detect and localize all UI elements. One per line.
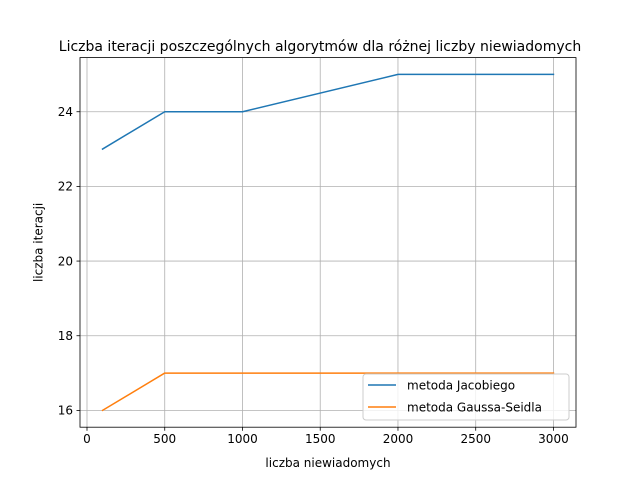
x-tick-label: 2000 xyxy=(383,432,414,446)
x-tick-label: 1500 xyxy=(305,432,336,446)
plot-area-frame xyxy=(79,57,577,428)
x-tick-label: 3000 xyxy=(538,432,569,446)
x-tick-label: 2500 xyxy=(460,432,491,446)
x-axis-ticks: 0 500 1000 1500 2000 2500 3000 xyxy=(83,427,569,446)
x-tick-label: 500 xyxy=(153,432,176,446)
y-axis-label: liczba iteracji xyxy=(32,203,46,282)
x-tick-label: 1000 xyxy=(227,432,258,446)
y-tick-label: 22 xyxy=(58,180,73,194)
grid-lines xyxy=(80,57,576,428)
y-tick-label: 20 xyxy=(58,254,73,268)
chart-title: Liczba iteracji poszczególnych algorytmó… xyxy=(59,39,581,55)
y-tick-label: 16 xyxy=(58,404,73,418)
x-tick-label: 0 xyxy=(83,432,91,446)
legend-label-jacobi: metoda Jacobiego xyxy=(407,379,515,393)
legend-label-gauss-seidel: metoda Gaussa-Seidla xyxy=(407,401,542,415)
y-tick-label: 18 xyxy=(58,329,73,343)
series-line-gauss-seidel xyxy=(101,372,555,412)
y-tick-label: 24 xyxy=(58,105,73,119)
legend: metoda Jacobiego metoda Gaussa-Seidla xyxy=(362,373,570,421)
series-line-jacobi xyxy=(101,73,555,151)
x-axis-label: liczba niewiadomych xyxy=(265,456,390,470)
series-lines xyxy=(101,73,555,412)
legend-box xyxy=(362,373,570,421)
y-axis-ticks: 16 18 20 22 24 xyxy=(58,105,80,418)
